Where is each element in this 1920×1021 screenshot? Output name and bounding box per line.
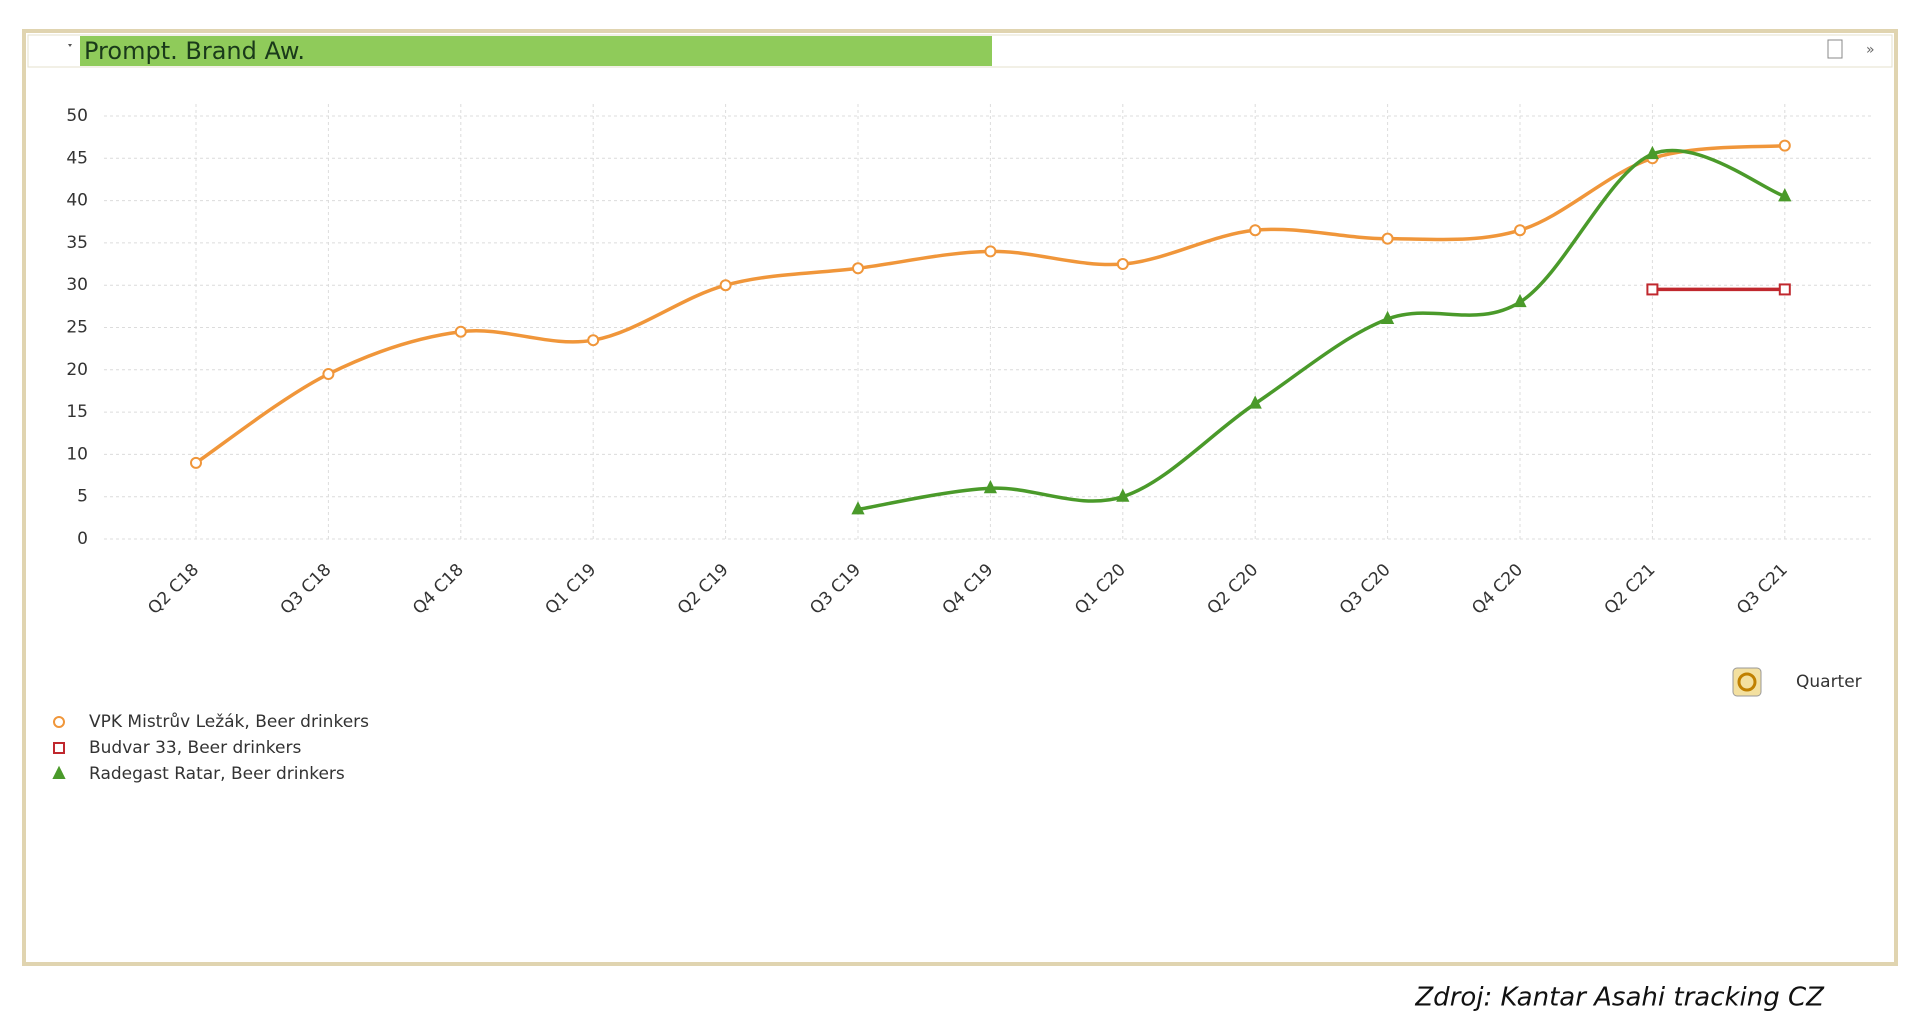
refresh-glyph (1737, 672, 1757, 692)
y-tick-label: 30 (66, 275, 88, 295)
export-icon[interactable] (1827, 39, 1843, 59)
y-tick-label: 25 (66, 318, 88, 338)
y-tick-label: 40 (66, 191, 88, 211)
y-tick-label: 0 (77, 529, 88, 549)
point (1116, 258, 1129, 271)
point (1778, 139, 1791, 152)
legend-label: VPK Mistrův Ležák, Beer drinkers (89, 712, 369, 732)
legend-label: Radegast Ratar, Beer drinkers (89, 764, 345, 784)
source-note: Zdroj: Kantar Asahi tracking CZ (1414, 983, 1825, 1013)
title-highlight (80, 36, 992, 66)
panel-frame (22, 29, 1898, 966)
point (984, 245, 997, 258)
point (322, 368, 335, 381)
point (1513, 293, 1527, 308)
point (454, 325, 467, 338)
y-tick-label: 10 (66, 444, 88, 464)
y-tick-label: 15 (66, 402, 88, 422)
point (1778, 188, 1792, 202)
point (1646, 283, 1659, 296)
point (1248, 395, 1262, 409)
point (52, 765, 66, 779)
point (719, 279, 732, 292)
point (852, 262, 864, 275)
point (1514, 224, 1526, 237)
y-tick-label: 5 (77, 487, 88, 507)
series-line (857, 148, 1786, 512)
x-axis-label: Quarter (1796, 672, 1862, 692)
point (1116, 488, 1130, 502)
y-tick-label: 50 (66, 106, 88, 126)
y-tick-label: 35 (66, 233, 88, 253)
point (1645, 145, 1660, 160)
point (1381, 232, 1394, 245)
header-icons[interactable]: » (1827, 39, 1875, 59)
point (983, 480, 998, 494)
point (587, 334, 600, 347)
point (53, 716, 65, 728)
refresh-button[interactable] (1732, 667, 1762, 697)
point (851, 501, 865, 515)
expand-icon[interactable]: » (1866, 42, 1875, 58)
point (190, 456, 202, 469)
dropdown-arrow[interactable] (68, 44, 72, 47)
point (1778, 283, 1791, 296)
y-tick-label: 45 (66, 148, 88, 168)
legend-label: Budvar 33, Beer drinkers (89, 738, 301, 758)
chart-title: Prompt. Brand Aw. (84, 37, 305, 65)
point (53, 742, 65, 754)
y-tick-label: 20 (66, 360, 88, 380)
refresh-icon[interactable] (1732, 667, 1762, 697)
point (1249, 224, 1262, 237)
point (1380, 310, 1395, 325)
